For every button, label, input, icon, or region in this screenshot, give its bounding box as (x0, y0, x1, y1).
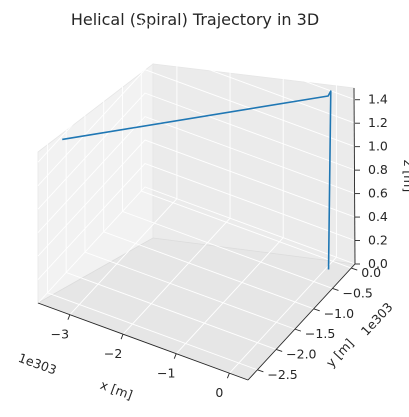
y-tick-mark (332, 287, 339, 291)
y-tick-label: −2.0 (286, 346, 316, 361)
y-tick-label: −2.5 (267, 367, 297, 382)
x-tick-mark (226, 373, 230, 379)
grid-lines (37, 15, 356, 374)
x-gridline (229, 256, 337, 374)
x-gridline (175, 237, 284, 354)
z-gridline (37, 163, 356, 280)
y-gridline (122, 210, 333, 289)
chart-title: Helical (Spiral) Trajectory in 3D (71, 10, 319, 29)
y-gridline (141, 190, 352, 269)
y-tick-mark (351, 267, 358, 271)
x-offset-text: 1e303 (16, 350, 58, 378)
z-tick-label: 1.4 (368, 92, 388, 107)
y-tick-label: 0.0 (361, 265, 381, 280)
x-tick-label: −1 (157, 366, 175, 381)
x-tick-label: −3 (51, 327, 69, 342)
x-ticks: −3 −2 −1 0 (51, 314, 230, 400)
z-gridline (37, 186, 356, 304)
z-axis-line (353, 87, 356, 265)
z-tick-label: 1.0 (368, 139, 388, 154)
x-tick-mark (120, 334, 124, 340)
x-axis-line (37, 302, 249, 381)
x-axis-label: x [m] (98, 377, 134, 402)
z-gridline (37, 92, 356, 210)
z-gridline (37, 69, 356, 186)
z-axis-label: z [m] (401, 160, 409, 192)
x-tick-label: −2 (104, 346, 122, 361)
y-tick-mark (276, 349, 283, 352)
y-offset-text: 1e303 (358, 299, 396, 338)
z-tick-label: 1.2 (368, 115, 388, 130)
z-gridline (37, 45, 356, 163)
y-tick-label: −1.0 (324, 306, 354, 321)
y-gridline (47, 292, 258, 371)
x-tick-mark (67, 314, 71, 320)
z-tick-label: 0.8 (368, 162, 388, 177)
z-gridline (37, 116, 356, 233)
trajectory-line (62, 90, 332, 270)
x-gridline (122, 217, 231, 335)
y-gridline (66, 272, 277, 350)
y-tick-mark (294, 328, 302, 332)
y-axis-line (247, 263, 356, 381)
z-tick-label: 0.2 (368, 233, 388, 248)
y-tick-mark (313, 308, 320, 312)
y-gridline (84, 251, 296, 330)
y-tick-label: −0.5 (342, 285, 372, 300)
x-gridline (69, 198, 178, 316)
z-tick-label: 0.6 (368, 186, 388, 201)
z-tick-label: 0.4 (368, 209, 388, 224)
x-tick-mark (173, 353, 177, 359)
z-gridline (37, 139, 356, 257)
y-gridline (103, 231, 314, 310)
axis-lines (37, 87, 356, 381)
axes-panes (37, 63, 356, 381)
z-tick-label: 0.0 (368, 256, 388, 271)
z-ticks: 0.0 0.2 0.4 0.6 0.8 1.0 1.2 1.4 (355, 92, 388, 271)
z-gridline (37, 22, 356, 140)
y-tick-mark (257, 369, 264, 373)
y-ticks: 0.0 −0.5 −1.0 −1.5 −2.0 −2.5 (257, 265, 381, 382)
x-tick-label: 0 (215, 385, 223, 400)
y-tick-label: −1.5 (305, 326, 335, 341)
